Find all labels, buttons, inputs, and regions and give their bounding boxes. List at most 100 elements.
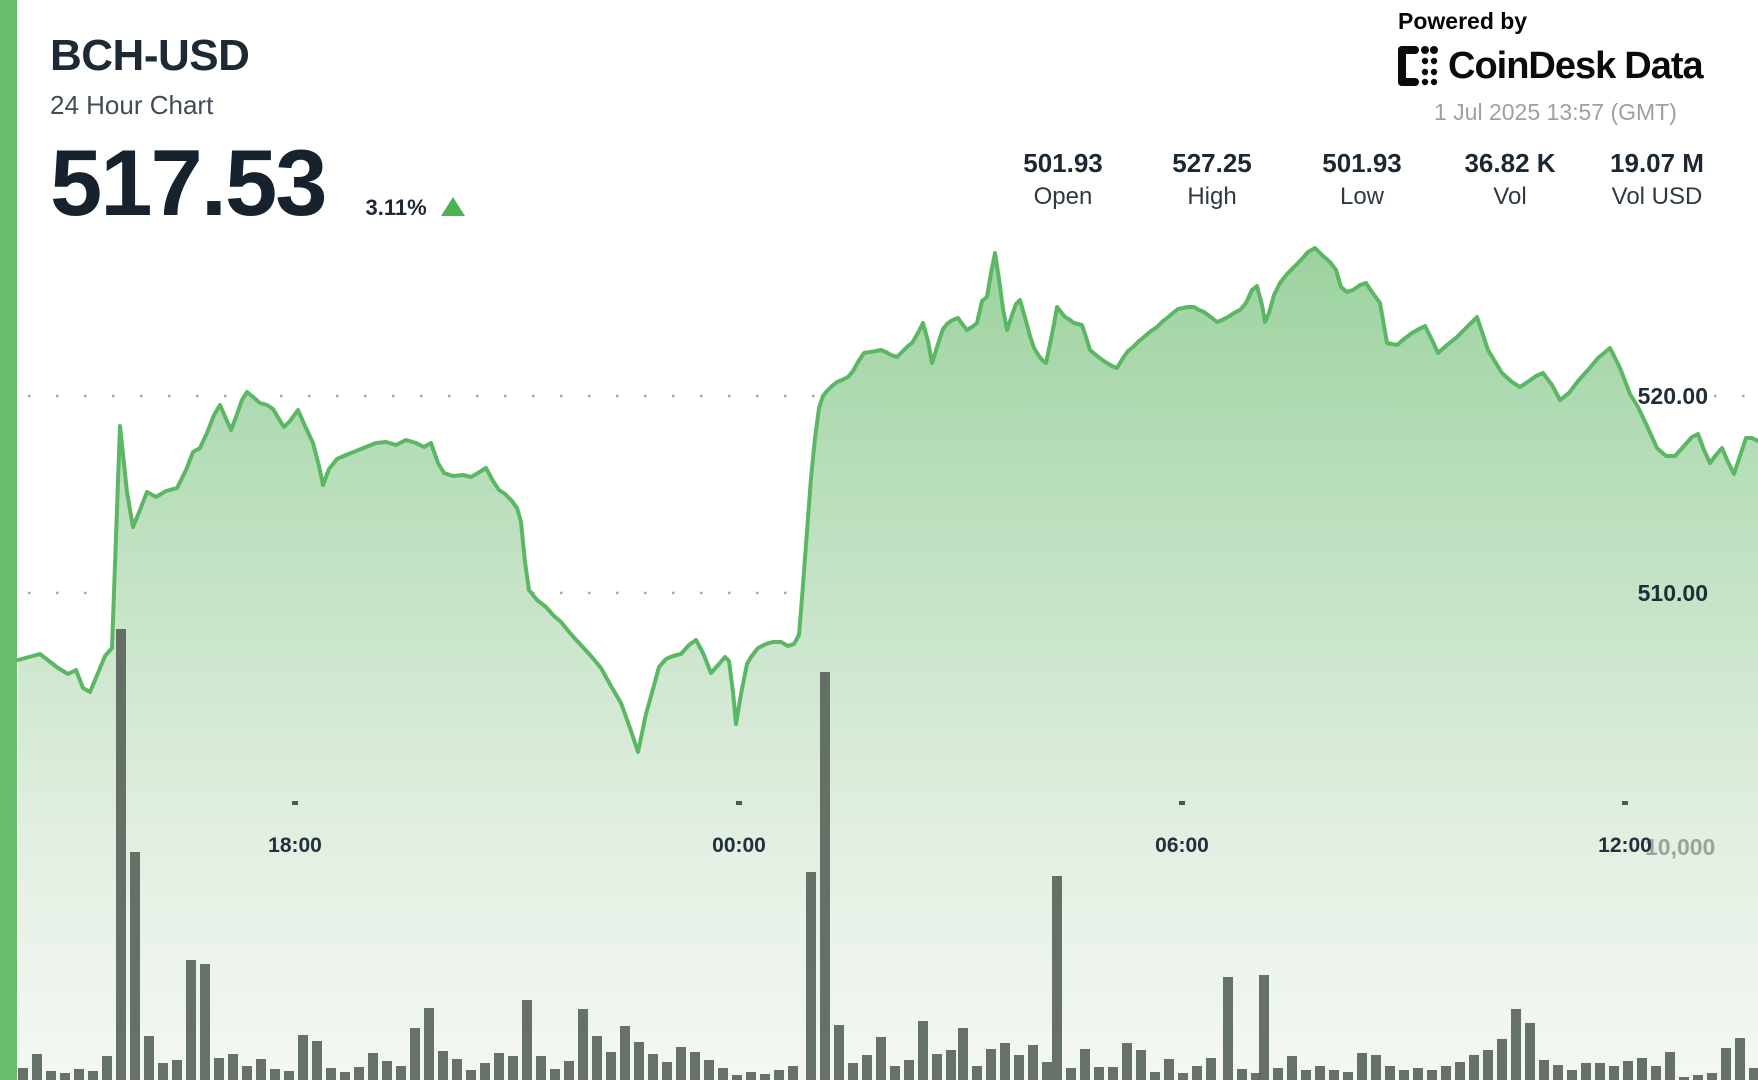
volume-bar[interactable] [326,1068,336,1080]
volume-bar[interactable] [1623,1061,1633,1080]
volume-bar[interactable] [986,1049,996,1080]
volume-bar[interactable] [270,1069,280,1080]
volume-bar[interactable] [1441,1066,1451,1080]
volume-bar[interactable] [1371,1055,1381,1080]
volume-bar[interactable] [158,1063,168,1080]
volume-bar[interactable] [536,1056,546,1080]
volume-bar[interactable] [1567,1070,1577,1080]
volume-bar[interactable] [60,1073,70,1080]
volume-bar[interactable] [1483,1050,1493,1080]
volume-bar[interactable] [1357,1053,1367,1080]
volume-bar[interactable] [382,1061,392,1080]
volume-bar[interactable] [820,672,830,1080]
volume-bar[interactable] [1651,1066,1661,1080]
volume-bar[interactable] [74,1069,84,1080]
volume-bar[interactable] [704,1060,714,1080]
volume-bar[interactable] [718,1068,728,1080]
volume-bar[interactable] [1399,1070,1409,1080]
volume-bar[interactable] [186,960,196,1080]
volume-bar[interactable] [214,1058,224,1080]
volume-bar[interactable] [424,1008,434,1080]
volume-bar[interactable] [200,964,210,1080]
volume-bar[interactable] [116,629,126,1080]
volume-bar[interactable] [774,1070,784,1080]
volume-bar[interactable] [1237,1069,1247,1080]
volume-bar[interactable] [676,1047,686,1080]
volume-bar[interactable] [1122,1043,1132,1080]
volume-bar[interactable] [1581,1063,1591,1080]
volume-bar[interactable] [918,1021,928,1080]
volume-bar[interactable] [18,1068,28,1080]
volume-bar[interactable] [1014,1055,1024,1080]
volume-bar[interactable] [1427,1070,1437,1080]
volume-bar[interactable] [410,1028,420,1080]
volume-bar[interactable] [354,1067,364,1080]
volume-bar[interactable] [144,1036,154,1080]
volume-bar[interactable] [368,1053,378,1080]
volume-bar[interactable] [1287,1056,1297,1080]
volume-bar[interactable] [1329,1070,1339,1080]
volume-bar[interactable] [746,1072,756,1080]
volume-bar[interactable] [806,872,816,1080]
volume-bar[interactable] [1094,1067,1104,1080]
volume-bar[interactable] [480,1063,490,1080]
volume-bar[interactable] [130,852,140,1080]
volume-bar[interactable] [284,1071,294,1080]
volume-bar[interactable] [1000,1043,1010,1080]
volume-bar[interactable] [1080,1049,1090,1080]
volume-bar[interactable] [1735,1038,1745,1080]
volume-bar[interactable] [522,1000,532,1080]
volume-bar[interactable] [1385,1066,1395,1080]
volume-bar[interactable] [1150,1072,1160,1080]
volume-bar[interactable] [1164,1059,1174,1080]
volume-bar[interactable] [102,1056,112,1080]
volume-bar[interactable] [32,1054,42,1080]
volume-bar[interactable] [466,1070,476,1080]
volume-bar[interactable] [862,1055,872,1080]
volume-bar[interactable] [1707,1073,1717,1080]
volume-bar[interactable] [690,1052,700,1080]
volume-bar[interactable] [972,1066,982,1080]
volume-bar[interactable] [1251,1073,1261,1080]
volume-bar[interactable] [340,1072,350,1080]
volume-bar[interactable] [242,1066,252,1080]
volume-bar[interactable] [1413,1068,1423,1080]
volume-bar[interactable] [1108,1067,1118,1080]
volume-bar[interactable] [1609,1066,1619,1080]
volume-bar[interactable] [662,1062,672,1080]
volume-bar[interactable] [788,1066,798,1080]
volume-bar[interactable] [1315,1066,1325,1080]
volume-bar[interactable] [1052,876,1062,1080]
volume-bar[interactable] [1259,975,1269,1080]
volume-bar[interactable] [1525,1023,1535,1080]
volume-bar[interactable] [848,1063,858,1080]
volume-bar[interactable] [834,1025,844,1080]
volume-bar[interactable] [564,1061,574,1080]
volume-bar[interactable] [88,1071,98,1080]
volume-bar[interactable] [578,1009,588,1080]
volume-bar[interactable] [1539,1060,1549,1080]
volume-bar[interactable] [312,1041,322,1080]
volume-bar[interactable] [1301,1070,1311,1080]
volume-bar[interactable] [298,1035,308,1080]
volume-bar[interactable] [1553,1065,1563,1080]
volume-bar[interactable] [46,1071,56,1080]
volume-bar[interactable] [1192,1066,1202,1080]
volume-bar[interactable] [1693,1075,1703,1080]
volume-bar[interactable] [1273,1068,1283,1080]
volume-bar[interactable] [634,1042,644,1080]
volume-bar[interactable] [1679,1077,1689,1080]
volume-bar[interactable] [1721,1048,1731,1080]
volume-bar[interactable] [1665,1052,1675,1080]
volume-bar[interactable] [1066,1068,1076,1080]
volume-bar[interactable] [256,1059,266,1080]
volume-bar[interactable] [876,1037,886,1080]
volume-bar[interactable] [932,1054,942,1080]
volume-bar[interactable] [1206,1058,1216,1080]
volume-bar[interactable] [438,1051,448,1080]
volume-bar[interactable] [550,1069,560,1080]
volume-bar[interactable] [396,1066,406,1080]
volume-bar[interactable] [958,1028,968,1080]
coindesk-logo[interactable]: CoinDesk Data [1398,46,1704,86]
